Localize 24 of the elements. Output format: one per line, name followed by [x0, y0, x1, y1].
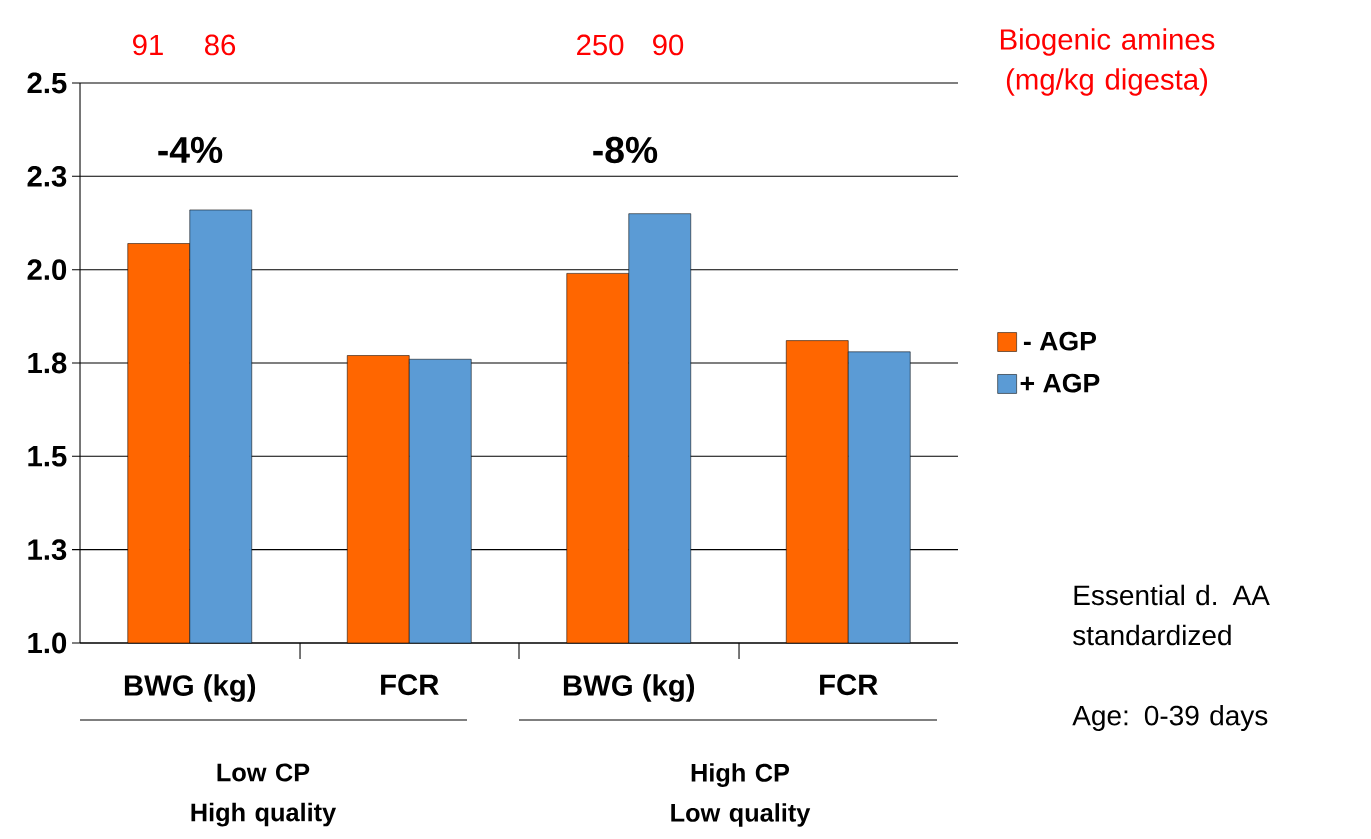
annotation: -8% [593, 136, 658, 164]
text: 250 [577, 34, 624, 56]
y-tick-label: 2.0 [27, 259, 67, 281]
y-tick-label: 2.3 [27, 165, 67, 187]
text: 86 [205, 34, 236, 56]
y-tick-label: 1.5 [28, 446, 67, 467]
y-tick-label: 1.3 [28, 539, 67, 561]
text: 91 [133, 34, 163, 56]
y-tick-label: 1.8 [28, 352, 67, 374]
text: 90 [653, 34, 684, 56]
legend-label: + AGP [1020, 373, 1100, 393]
text: Age: 0-39 days [1072, 704, 1268, 732]
annotation: -4% [158, 136, 223, 164]
text: Essential d. AA standardized [1073, 584, 1270, 646]
y-tick-label: 2.5 [27, 72, 67, 94]
x-tick-label: BWG (kg) [124, 674, 256, 702]
x-tick-label: FCR [381, 674, 439, 696]
legend-label: - AGP [1023, 331, 1097, 351]
x-tick-label: BWG (kg) [563, 674, 695, 702]
y-tick-label: 1.0 [28, 632, 67, 654]
text: Biogenic amines (mg/kg digesta) [1000, 28, 1215, 96]
text: Low CP High quality [191, 763, 337, 827]
x-tick-label: FCR [820, 674, 878, 696]
text: High CP Low quality [671, 763, 811, 827]
